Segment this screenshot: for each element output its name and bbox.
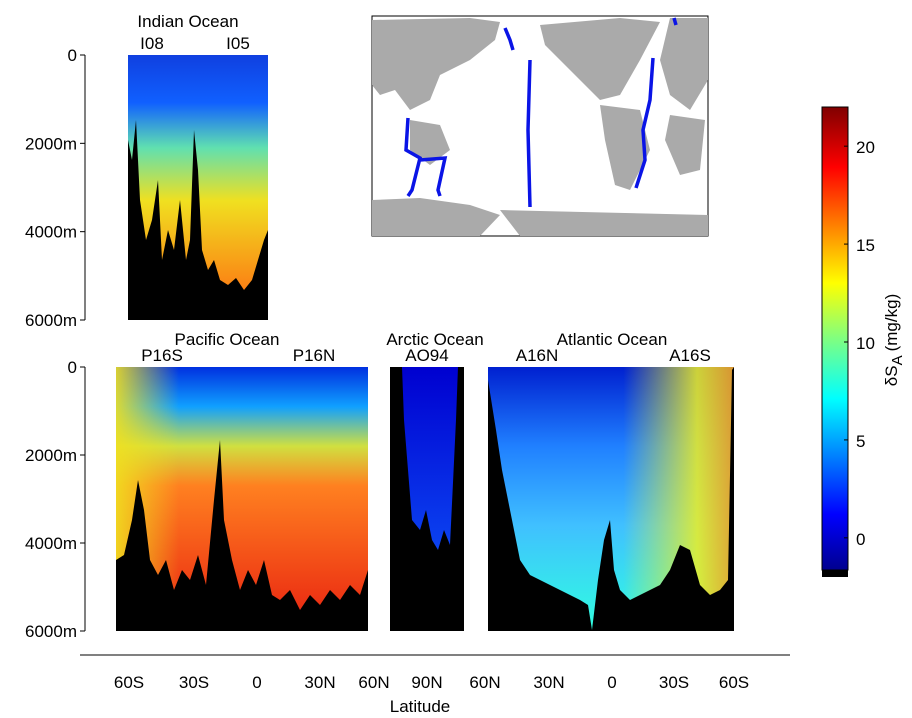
colorbar-label: δSA (mg/kg) (882, 294, 906, 386)
x-tick-label: 30N (533, 673, 564, 692)
colorbar-label-unit: (mg/kg) (882, 294, 901, 352)
bathymetry (488, 367, 734, 631)
x-tick-label: 30S (659, 673, 689, 692)
y-tick-label: 0 (68, 358, 77, 377)
x-tick-label: 0 (252, 673, 261, 692)
bathymetry (116, 440, 368, 631)
x-tick-label: 60N (358, 673, 389, 692)
land (372, 18, 708, 236)
colorbar-tick-label: 15 (856, 236, 875, 255)
section-label: I08 (140, 34, 164, 53)
y-tick-label: 6000m (25, 311, 77, 330)
section-label: A16S (669, 346, 711, 365)
x-tick-label: 60N (469, 673, 500, 692)
colorbar-tick-label: 0 (856, 530, 865, 549)
section-label: AO94 (405, 346, 448, 365)
section-label: I05 (226, 34, 250, 53)
y-tick-label: 4000m (25, 534, 77, 553)
colorbar-tick-label: 5 (856, 432, 865, 451)
section-label: P16S (141, 346, 183, 365)
panel-title: Arctic Ocean (386, 330, 483, 349)
bathymetry (390, 367, 464, 631)
colorbar-label-sub: A (889, 355, 906, 365)
panel-title: Atlantic Ocean (557, 330, 668, 349)
section-label: P16N (293, 346, 336, 365)
track (404, 17, 678, 208)
colorbar (821, 106, 849, 571)
panel-title: Pacific Ocean (175, 330, 280, 349)
x-tick-label: 30N (304, 673, 335, 692)
colorbar-floor (822, 570, 848, 577)
bathymetry (128, 120, 268, 320)
x-tick-label: 60S (719, 673, 749, 692)
y-tick-label: 4000m (25, 223, 77, 242)
y-tick-label: 2000m (25, 446, 77, 465)
y-tick-label: 2000m (25, 134, 77, 153)
x-tick-label: 60S (114, 673, 144, 692)
y-tick-label: 6000m (25, 622, 77, 641)
colorbar-label-main: δS (882, 365, 901, 386)
colorbar-tick-label: 20 (856, 138, 875, 157)
x-tick-label: 90N (411, 673, 442, 692)
y-tick-label: 0 (68, 46, 77, 65)
colorbar-tick-label: 10 (856, 334, 875, 353)
panel-title: Indian Ocean (137, 12, 238, 31)
map (371, 15, 709, 237)
x-tick-label: 30S (179, 673, 209, 692)
x-axis-label: Latitude (390, 697, 451, 713)
x-tick-label: 0 (607, 673, 616, 692)
section-label: A16N (516, 346, 559, 365)
